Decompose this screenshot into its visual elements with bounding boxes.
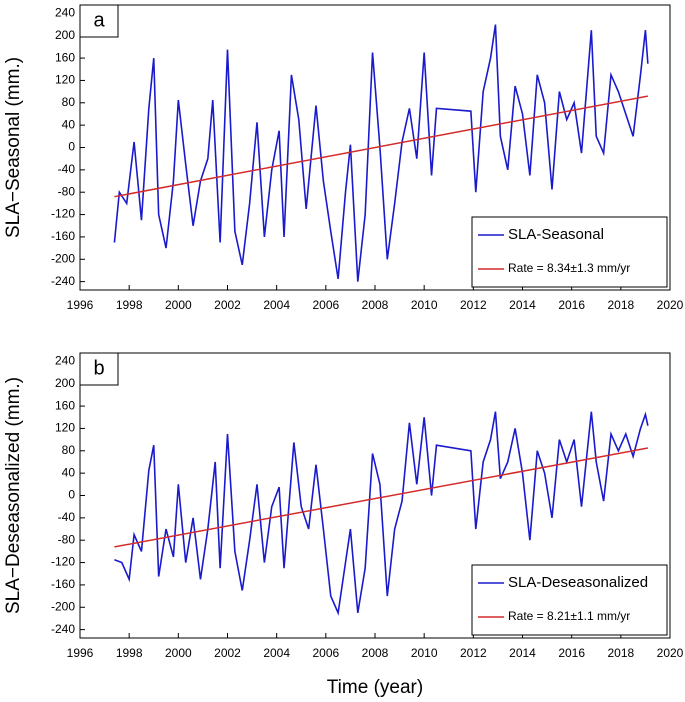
legend-label: Rate = 8.34±1.3 mm/yr [508, 261, 630, 275]
x-tick-label: 2014 [509, 298, 536, 312]
x-tick-label: 1996 [67, 646, 94, 660]
y-tick-label: -120 [51, 555, 75, 569]
x-tick-label: 2000 [165, 646, 192, 660]
x-tick-label: 2020 [657, 298, 684, 312]
x-tick-label: 2018 [607, 646, 634, 660]
panel-label-box [79, 352, 119, 386]
panel-label: b [93, 357, 104, 379]
y-tick-label: 120 [55, 73, 75, 87]
series-line [114, 411, 649, 616]
legend-box [471, 216, 668, 288]
x-tick-label: 2012 [460, 298, 487, 312]
y-tick-label: 80 [62, 95, 76, 109]
x-tick-label: 2016 [558, 646, 585, 660]
x-tick-label: 1998 [116, 298, 143, 312]
y-tick-label: 200 [55, 376, 75, 390]
y-tick-label: -200 [51, 251, 75, 265]
x-tick-label: 2002 [214, 298, 241, 312]
x-tick-label: 2014 [509, 646, 536, 660]
y-tick-label: -80 [58, 532, 76, 546]
y-tick-label: 0 [68, 488, 75, 502]
x-tick-label: 2016 [558, 298, 585, 312]
y-axis-label: SLA−Seasonal (mm.) [3, 57, 24, 238]
y-tick-label: 120 [55, 421, 75, 435]
y-tick-label: 40 [62, 465, 76, 479]
y-tick-label: -40 [58, 162, 76, 176]
x-tick-label: 2006 [312, 646, 339, 660]
legend-box [471, 564, 668, 636]
series-line [113, 24, 649, 282]
legend-label: SLA-Seasonal [508, 226, 604, 243]
y-tick-label: -160 [51, 229, 75, 243]
panel-label: a [93, 9, 105, 31]
x-tick-label: 2010 [411, 298, 438, 312]
panel-label-box [79, 4, 119, 38]
y-tick-label: -80 [58, 184, 76, 198]
series-line [114, 447, 649, 548]
legend-label: Rate = 8.21±1.1 mm/yr [508, 609, 630, 623]
x-tick-label: 2020 [657, 646, 684, 660]
legend-label: SLA-Deseasonalized [508, 574, 648, 591]
x-tick-label: 2002 [214, 646, 241, 660]
y-tick-label: -160 [51, 577, 75, 591]
x-tick-label: 1996 [67, 298, 94, 312]
x-tick-label: 2008 [362, 646, 389, 660]
y-tick-label: -40 [58, 510, 76, 524]
y-tick-label: 0 [68, 140, 75, 154]
y-tick-label: 200 [55, 28, 75, 42]
y-tick-label: 160 [55, 398, 75, 412]
y-tick-label: 160 [55, 50, 75, 64]
x-axis-label: Time (year) [327, 677, 423, 698]
y-tick-label: 240 [55, 6, 75, 20]
y-tick-label: -200 [51, 599, 75, 613]
x-tick-label: 2004 [263, 646, 290, 660]
x-tick-label: 2018 [607, 298, 634, 312]
y-tick-label: -240 [51, 274, 75, 288]
x-tick-label: 2006 [312, 298, 339, 312]
x-tick-label: 2012 [460, 646, 487, 660]
y-tick-label: 40 [62, 117, 76, 131]
x-tick-label: 2000 [165, 298, 192, 312]
x-tick-label: 2004 [263, 298, 290, 312]
y-tick-label: 80 [62, 443, 76, 457]
x-tick-label: 2010 [411, 646, 438, 660]
y-tick-label: -240 [51, 622, 75, 636]
y-axis-label: SLA−Deseasonalized (mm.) [3, 377, 24, 614]
x-tick-label: 1998 [116, 646, 143, 660]
y-tick-label: -120 [51, 207, 75, 221]
x-tick-label: 2008 [362, 298, 389, 312]
y-tick-label: 240 [55, 354, 75, 368]
series-line [114, 95, 649, 198]
